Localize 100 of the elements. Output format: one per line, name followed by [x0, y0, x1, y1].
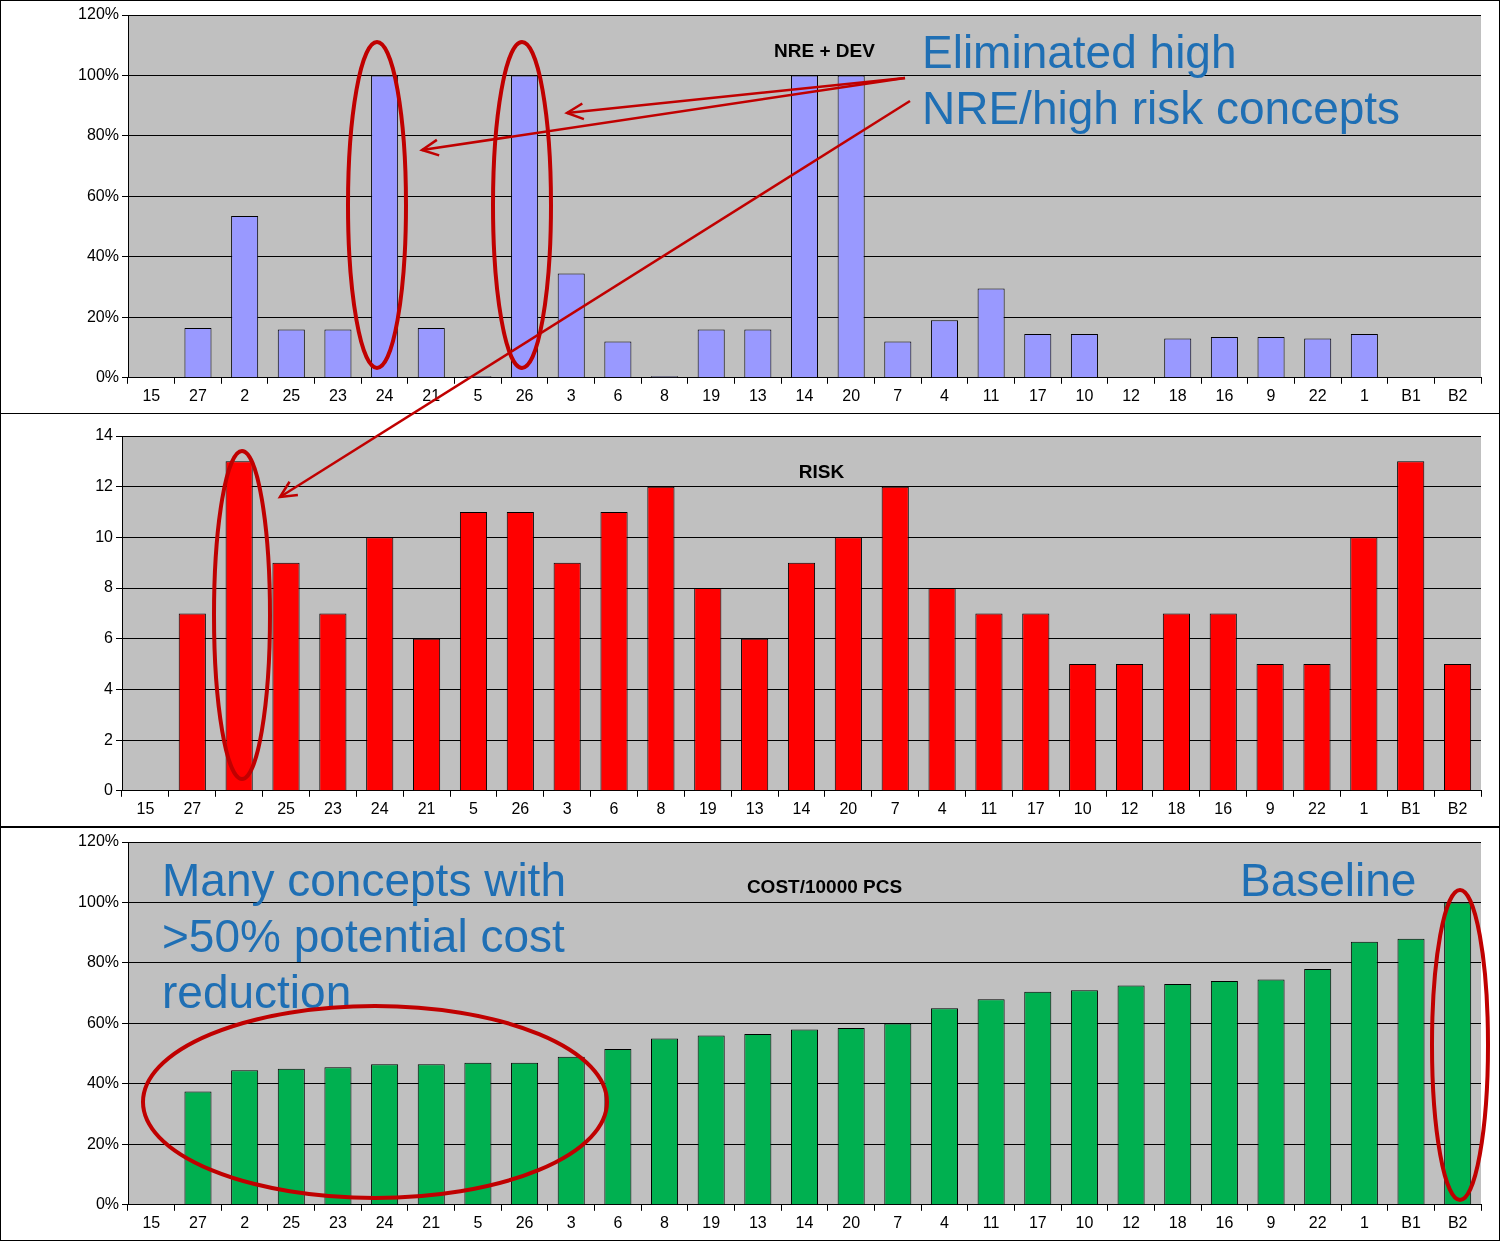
x-tick-label: 3 [566, 1213, 576, 1231]
x-tick-label: 11 [980, 799, 998, 817]
x-tick-label: 18 [1168, 1213, 1187, 1231]
x-tick-label: 24 [375, 1213, 394, 1231]
x-tick-label: 16 [1214, 799, 1233, 817]
x-tick-label: 22 [1308, 386, 1327, 404]
y-tick-label: 20% [86, 1134, 119, 1152]
x-tick-label: B1 [1401, 1213, 1421, 1231]
x-tick-label: 1 [1359, 1213, 1369, 1231]
x-tick-label: 13 [748, 1213, 767, 1231]
x-tick-label: 13 [745, 799, 764, 817]
x-tick-label: 8 [660, 386, 670, 404]
x-tick-label: 3 [566, 386, 576, 404]
text: RISK [798, 461, 845, 483]
y-tick-label: 80% [86, 953, 119, 971]
x-tick-label: 2 [234, 799, 244, 817]
y-tick-label: 12 [95, 477, 114, 495]
x-tick-label: 20 [842, 1213, 861, 1231]
x-tick-label: 1 [1359, 799, 1369, 817]
y-tick-label: 40% [86, 247, 119, 265]
x-tick-label: 2 [240, 386, 250, 404]
y-tick-label: 0% [95, 1195, 119, 1213]
x-tick-label: 10 [1075, 1213, 1094, 1231]
y-tick-label: 2 [104, 730, 114, 748]
x-tick-label: 11 [982, 1213, 1000, 1231]
x-tick-label: 14 [792, 799, 811, 817]
x-tick-label: 26 [515, 1213, 534, 1231]
y-tick-label: 100% [78, 892, 119, 910]
y-tick-label: 60% [86, 186, 119, 204]
x-tick-label: 12 [1122, 386, 1141, 404]
y-tick-label: 120% [78, 5, 119, 23]
y-tick-label: 4 [104, 679, 114, 697]
x-tick-label: 14 [795, 1213, 814, 1231]
x-tick-label: B1 [1400, 799, 1421, 817]
x-tick-label: 19 [702, 1213, 721, 1231]
y-tick-label: 6 [104, 629, 114, 647]
x-tick-label: 24 [375, 386, 394, 404]
annotation: Baseline [1240, 853, 1418, 908]
x-tick-label: 15 [136, 799, 155, 817]
x-tick-label: 16 [1215, 386, 1234, 404]
x-tick-label: 19 [702, 386, 721, 404]
x-tick-label: 16 [1215, 1213, 1234, 1231]
x-tick-label: 24 [370, 799, 389, 817]
x-tick-label: 9 [1266, 1213, 1276, 1231]
x-tick-label: 21 [417, 799, 436, 817]
x-tick-label: 7 [893, 1213, 903, 1231]
x-tick-label: 3 [562, 799, 572, 817]
x-tick-label: 25 [282, 386, 301, 404]
x-tick-label: 23 [329, 1213, 347, 1231]
x-tick-label: 5 [473, 386, 483, 404]
x-tick-label: 5 [473, 1213, 483, 1231]
y-tick-label: 40% [86, 1074, 119, 1092]
annotation: Many concepts with >50% potential cost reduction [162, 853, 567, 1020]
x-tick-label: 25 [277, 799, 296, 817]
x-tick-label: 10 [1075, 386, 1094, 404]
x-tick-label: 15 [142, 1213, 161, 1231]
y-tick-label: 0 [104, 781, 114, 799]
y-tick-label: 20% [86, 307, 119, 325]
y-tick-label: 120% [78, 832, 119, 850]
y-tick-label: 0% [95, 368, 119, 386]
x-tick-label: 23 [329, 386, 347, 404]
annotation: Eliminated high NRE/high risk concepts [922, 25, 1402, 136]
x-tick-label: 13 [748, 386, 767, 404]
x-tick-label: 4 [937, 799, 947, 817]
x-tick-label: 10 [1073, 799, 1092, 817]
x-tick-label: 17 [1026, 799, 1045, 817]
x-tick-label: 20 [839, 799, 858, 817]
x-tick-label: 12 [1120, 799, 1139, 817]
x-tick-label: 19 [698, 799, 717, 817]
text: NRE + DEV [774, 40, 876, 62]
x-tick-label: 25 [282, 1213, 301, 1231]
x-tick-label: 7 [893, 386, 903, 404]
y-tick-label: 8 [104, 578, 114, 596]
y-tick-label: 14 [95, 426, 114, 444]
x-tick-label: 15 [142, 386, 161, 404]
y-tick-label: 10 [95, 527, 114, 545]
x-tick-label: 27 [189, 1213, 207, 1231]
x-tick-label: 22 [1308, 799, 1326, 817]
x-tick-label: 27 [189, 386, 207, 404]
x-tick-label: 26 [515, 386, 534, 404]
x-tick-label: B2 [1447, 799, 1468, 817]
x-tick-label: 2 [240, 1213, 250, 1231]
x-tick-label: 27 [183, 799, 202, 817]
x-tick-label: 18 [1167, 799, 1186, 817]
x-tick-label: 6 [609, 799, 619, 817]
x-tick-label: 26 [511, 799, 530, 817]
y-tick-label: 100% [78, 65, 119, 83]
x-tick-label: B2 [1447, 386, 1468, 404]
x-tick-label: 9 [1265, 799, 1275, 817]
x-tick-label: 9 [1266, 386, 1276, 404]
text: COST/10000 PCS [746, 876, 903, 898]
x-tick-label: 4 [940, 1213, 950, 1231]
y-tick-label: 80% [86, 126, 119, 144]
x-tick-label: 4 [940, 386, 950, 404]
x-tick-label: 23 [323, 799, 342, 817]
x-tick-label: 1 [1359, 386, 1369, 404]
x-tick-label: 22 [1308, 1213, 1327, 1231]
x-tick-label: 20 [842, 386, 861, 404]
x-tick-label: 12 [1122, 1213, 1141, 1231]
x-tick-label: 6 [613, 1213, 623, 1231]
